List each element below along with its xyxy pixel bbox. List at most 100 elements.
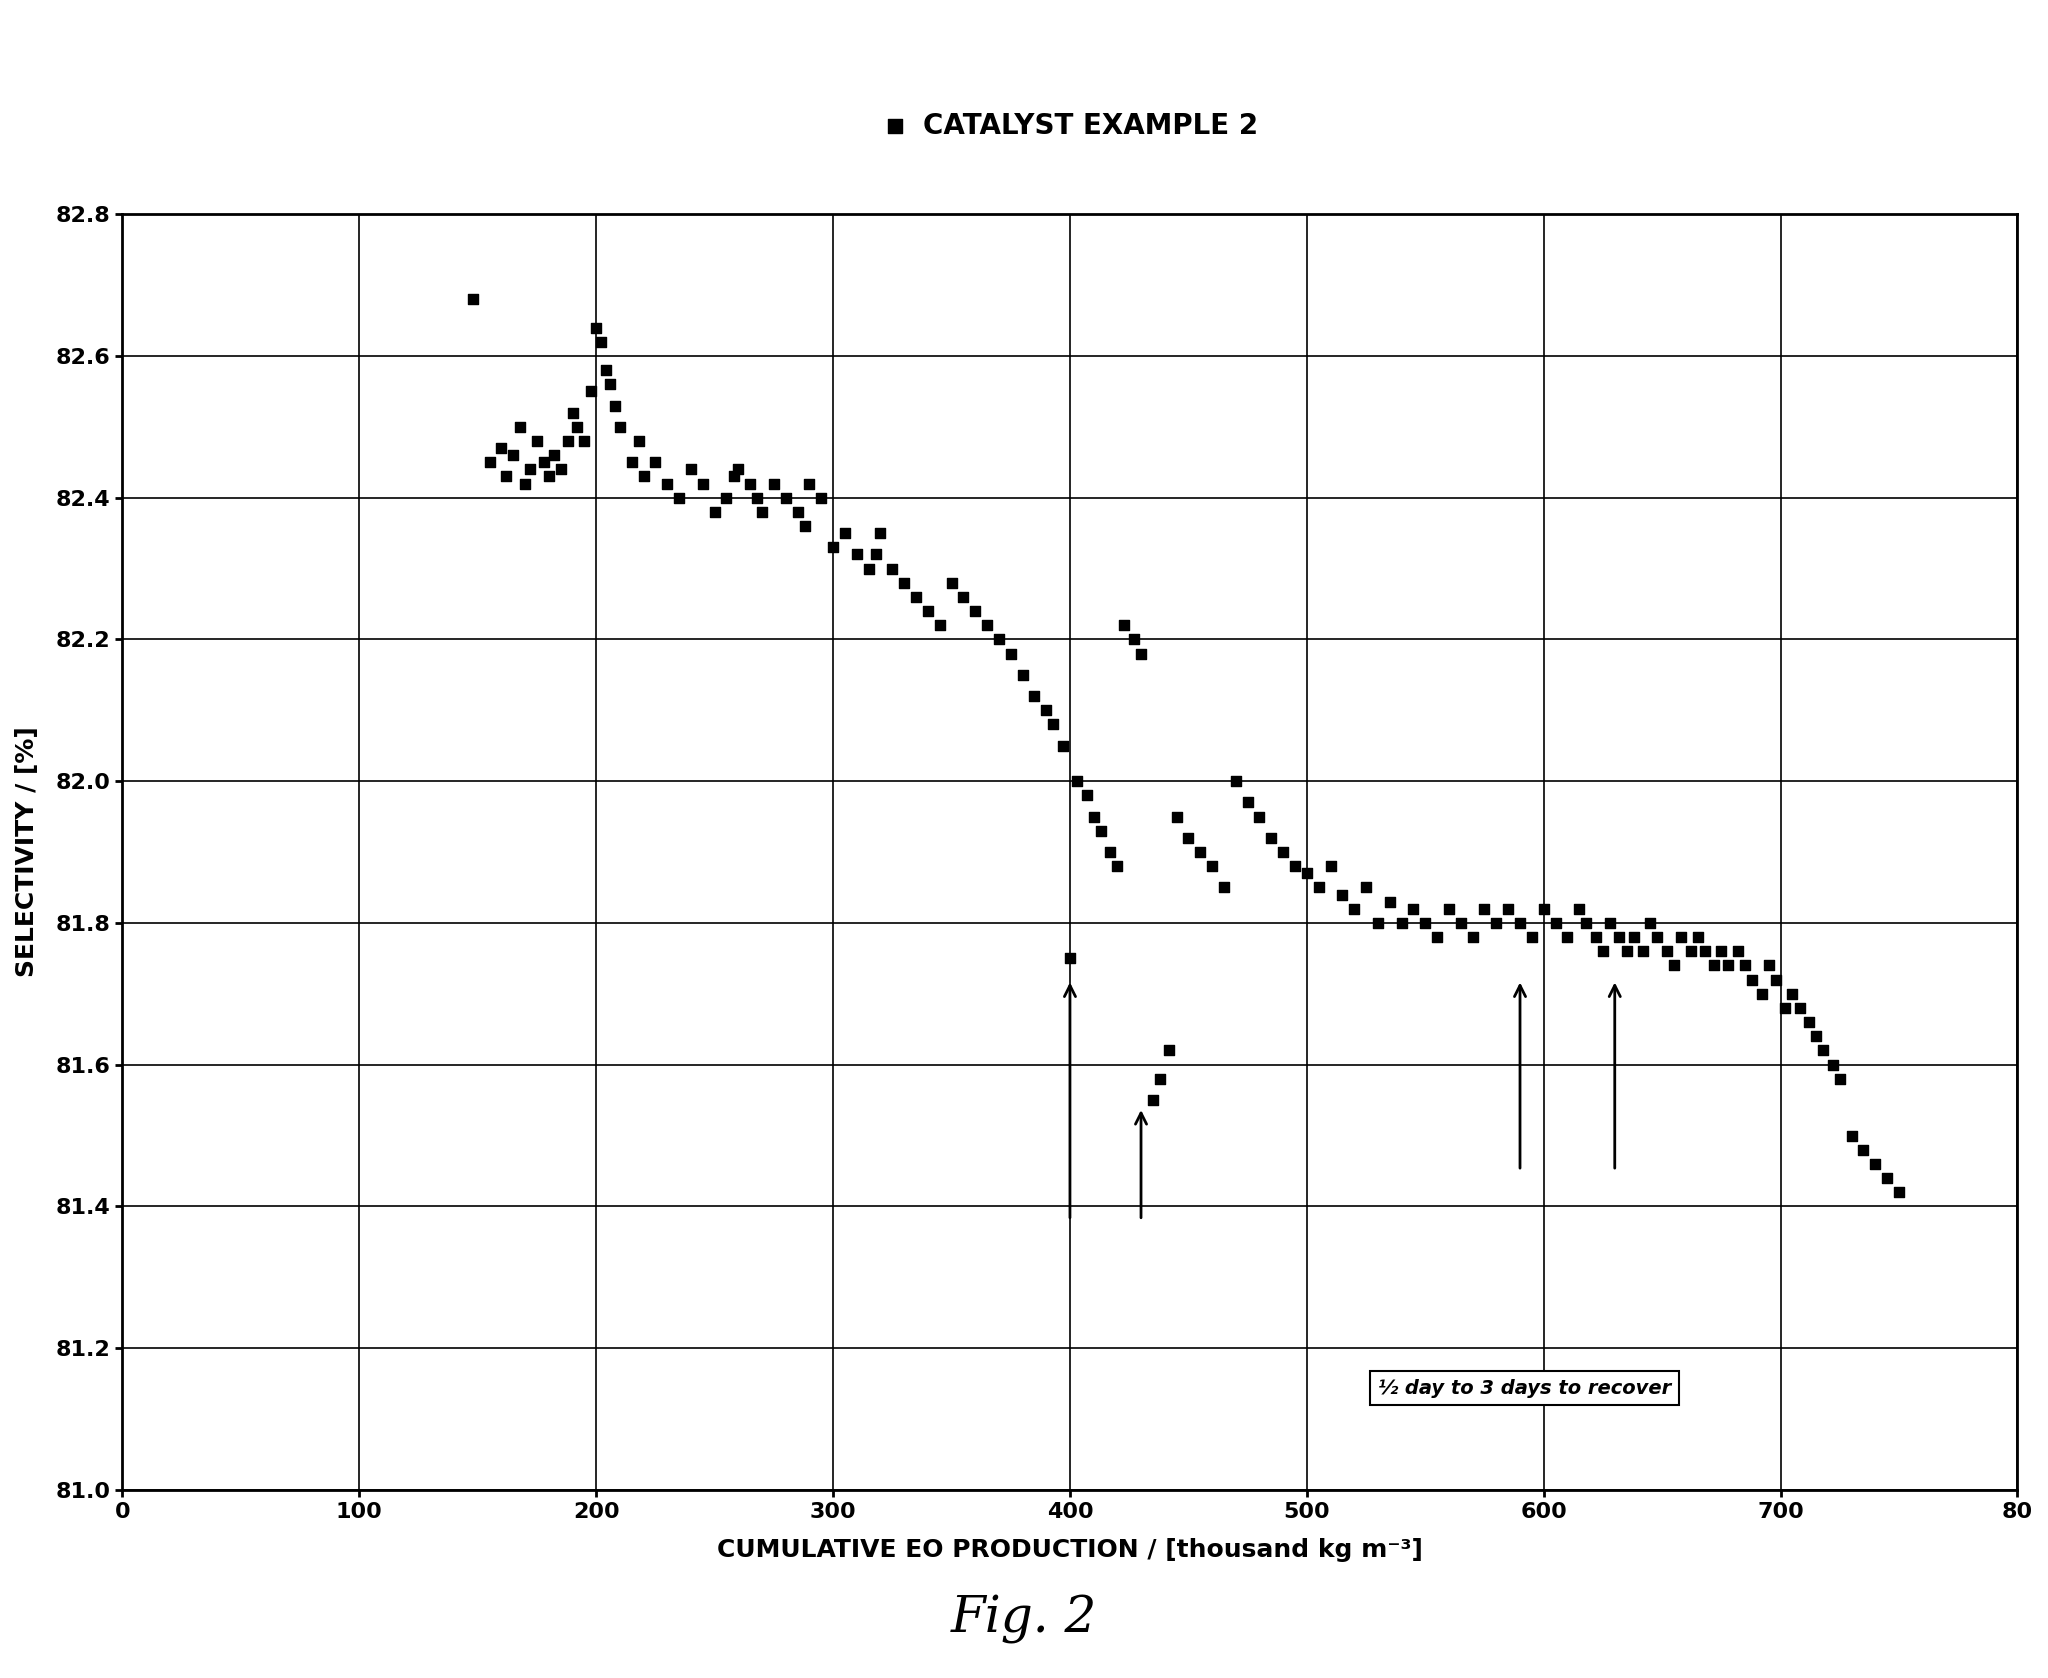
Point <box>864 520 897 547</box>
Point <box>639 448 672 475</box>
Point <box>1456 923 1489 950</box>
Point <box>686 470 719 497</box>
Point <box>1870 1165 1903 1191</box>
Point <box>457 285 489 312</box>
Point <box>1550 923 1583 950</box>
Point <box>1776 980 1808 1007</box>
Point <box>936 569 969 596</box>
Y-axis label: SELECTIVITY / [%]: SELECTIVITY / [%] <box>14 727 39 977</box>
Point <box>532 463 565 490</box>
Point <box>1823 1066 1855 1092</box>
X-axis label: CUMULATIVE EO PRODUCTION / [thousand kg m⁻³]: CUMULATIVE EO PRODUCTION / [thousand kg … <box>717 1539 1423 1562</box>
Point <box>745 498 778 525</box>
Point <box>1610 938 1642 965</box>
Point <box>946 584 979 611</box>
Point <box>1137 1087 1169 1114</box>
Point <box>817 534 850 560</box>
Point <box>1571 909 1604 936</box>
Point <box>1665 923 1698 950</box>
Point <box>1806 1037 1839 1064</box>
Point <box>551 428 584 455</box>
Text: Fig. 2: Fig. 2 <box>950 1596 1098 1644</box>
Point <box>829 520 862 547</box>
Point <box>793 470 825 497</box>
Point <box>1053 945 1085 972</box>
Point <box>1626 938 1659 965</box>
Point <box>711 485 743 512</box>
Point <box>1196 852 1229 879</box>
Point <box>1516 923 1548 950</box>
Point <box>520 428 553 455</box>
Point <box>614 448 647 475</box>
Point <box>1681 923 1714 950</box>
Point <box>1481 909 1513 936</box>
Point <box>1255 824 1288 851</box>
Point <box>1528 896 1561 923</box>
Point <box>1673 938 1706 965</box>
Point <box>1706 938 1739 965</box>
Point <box>733 470 766 497</box>
Point <box>1882 1178 1915 1205</box>
Point <box>567 428 600 455</box>
Point <box>514 456 547 483</box>
Point <box>1618 923 1651 950</box>
Point <box>1784 995 1817 1022</box>
Point <box>1047 732 1079 758</box>
Point <box>1315 852 1348 879</box>
Point <box>508 470 541 497</box>
Point <box>1657 951 1690 978</box>
Point <box>1753 951 1786 978</box>
Point <box>1503 909 1536 936</box>
Point <box>741 485 774 512</box>
Point <box>545 456 578 483</box>
Point <box>623 428 655 455</box>
Point <box>1350 874 1382 901</box>
Point <box>1817 1050 1849 1077</box>
Point <box>1491 896 1524 923</box>
Point <box>877 555 909 582</box>
Point <box>698 498 731 525</box>
Point <box>664 485 696 512</box>
Point <box>788 512 821 539</box>
Point <box>674 456 707 483</box>
Legend: CATALYST EXAMPLE 2: CATALYST EXAMPLE 2 <box>870 101 1270 151</box>
Point <box>1593 909 1626 936</box>
Point <box>911 597 944 624</box>
Point <box>1102 852 1135 879</box>
Point <box>504 413 537 440</box>
Point <box>1094 839 1126 866</box>
Point <box>651 470 684 497</box>
Point <box>604 413 637 440</box>
Point <box>1792 1008 1825 1035</box>
Point <box>780 498 813 525</box>
Point <box>1745 980 1778 1007</box>
Point <box>1118 626 1151 653</box>
Point <box>899 584 932 611</box>
Point <box>1030 696 1063 723</box>
Point <box>1579 923 1612 950</box>
Point <box>1847 1136 1880 1163</box>
Point <box>852 555 885 582</box>
Point <box>805 485 838 512</box>
Point <box>1540 909 1573 936</box>
Point <box>770 485 803 512</box>
Point <box>1698 951 1731 978</box>
Point <box>537 441 569 468</box>
Point <box>1688 938 1720 965</box>
Point <box>1143 1066 1176 1092</box>
Point <box>1737 967 1769 993</box>
Point <box>1036 711 1069 738</box>
Point <box>1769 995 1802 1022</box>
Point <box>958 597 991 624</box>
Point <box>1860 1151 1892 1178</box>
Point <box>1712 951 1745 978</box>
Point <box>1634 909 1667 936</box>
Point <box>1071 782 1104 809</box>
Point <box>717 463 750 490</box>
Point <box>1083 817 1116 844</box>
Point <box>528 448 561 475</box>
Point <box>1290 859 1323 886</box>
Text: ½ day to 3 days to recover: ½ day to 3 days to recover <box>1378 1379 1671 1398</box>
Point <box>1468 896 1501 923</box>
Point <box>575 378 608 404</box>
